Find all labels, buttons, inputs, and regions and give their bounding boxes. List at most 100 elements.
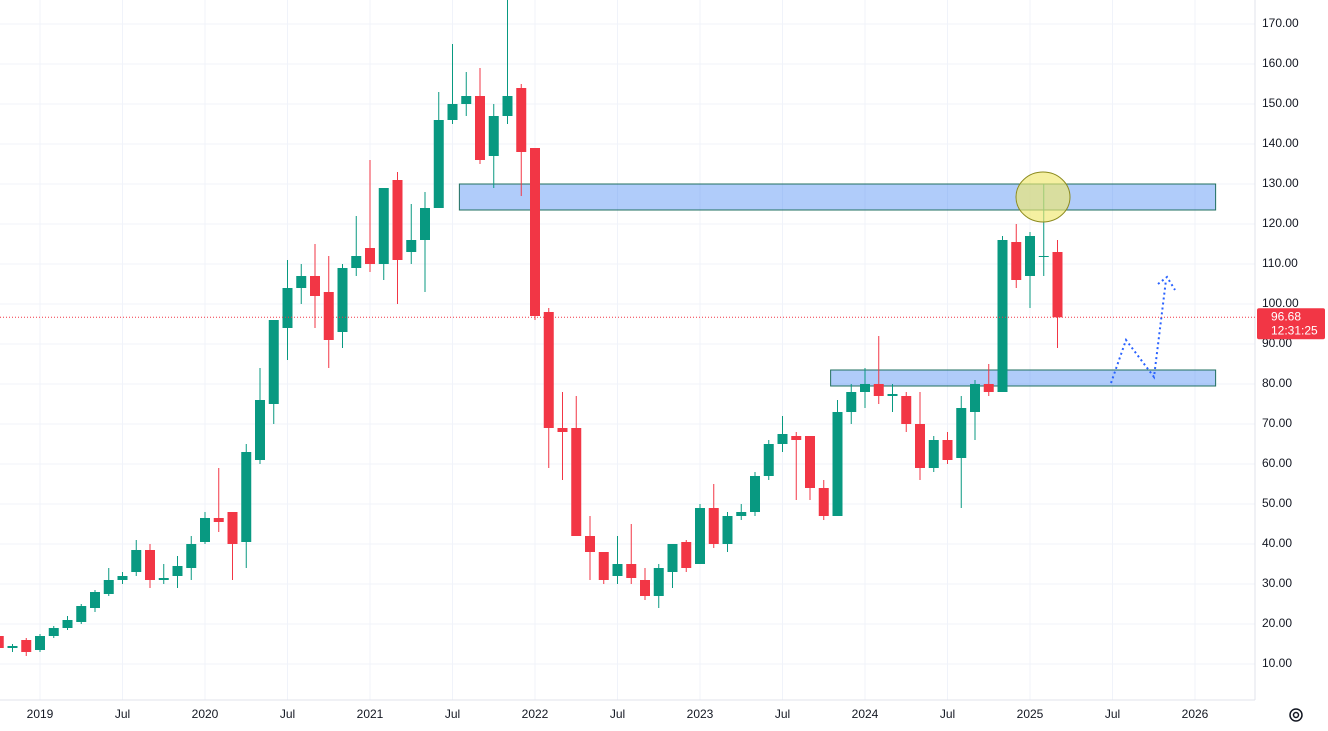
y-tick-label: 50.00: [1262, 496, 1292, 510]
candle-body: [1025, 236, 1035, 276]
candle-body: [268, 320, 279, 404]
x-tick-label: 2026: [1182, 707, 1209, 721]
candle-body: [227, 512, 238, 544]
candle-body: [447, 104, 458, 120]
last-price-label: 96.68: [1271, 309, 1301, 323]
y-tick-label: 80.00: [1262, 376, 1292, 390]
candle-body: [186, 544, 197, 568]
candle-body: [158, 578, 169, 580]
candle-body: [818, 488, 829, 516]
highlight-ellipse: [1015, 171, 1071, 223]
candle-body: [406, 240, 417, 252]
candle-body: [145, 550, 155, 580]
candle-body: [241, 452, 252, 542]
candle-body: [708, 508, 719, 544]
candle-body: [956, 408, 967, 458]
candle-body: [433, 120, 444, 208]
candle-body: [117, 576, 128, 580]
candle-body: [488, 116, 499, 156]
x-tick-label: 2024: [852, 707, 879, 721]
candle-body: [62, 620, 73, 628]
y-tick-label: 30.00: [1262, 576, 1292, 590]
x-tick-label: Jul: [445, 707, 460, 721]
candle-body: [640, 580, 650, 596]
candle-body: [942, 440, 953, 460]
x-tick-label: 2023: [687, 707, 714, 721]
candle-body: [296, 276, 307, 288]
y-tick-label: 100.00: [1262, 296, 1299, 310]
candle-body: [612, 564, 623, 576]
candle-body: [90, 592, 100, 608]
y-tick-label: 60.00: [1262, 456, 1292, 470]
candle-body: [653, 568, 664, 596]
candle-body: [997, 240, 1008, 392]
candle-body: [172, 566, 183, 576]
candle-body: [255, 400, 265, 460]
candle-body: [557, 428, 568, 432]
candle-body: [323, 292, 334, 340]
x-tick-label: 2025: [1017, 707, 1044, 721]
candles: [0, 0, 1063, 656]
candle-body: [7, 646, 18, 648]
candle-body: [131, 550, 142, 572]
candle-body: [378, 188, 389, 264]
candle-body: [722, 516, 733, 544]
candle-body: [420, 208, 430, 240]
candle-body: [736, 512, 747, 516]
axes: 10.00 20.00 30.00 40.00 50.00 60.00 70.00 80.00…: [0, 16, 1325, 721]
x-tick-label: Jul: [610, 707, 625, 721]
candle-body: [571, 428, 582, 536]
candle-body: [667, 544, 678, 572]
y-tick-label: 20.00: [1262, 616, 1292, 630]
candle-body: [598, 552, 609, 580]
zones: [458, 183, 1217, 387]
candle-body: [832, 412, 843, 516]
candle-body: [543, 312, 554, 428]
candle-body: [983, 384, 994, 392]
candle-body: [1038, 256, 1049, 257]
candle-body: [585, 536, 595, 552]
candle-body: [310, 276, 320, 296]
candle-body: [365, 248, 375, 264]
countdown-label: 12:31:25: [1271, 323, 1318, 337]
candle-body: [282, 288, 293, 328]
y-tick-label: 70.00: [1262, 416, 1292, 430]
candle-body: [392, 180, 403, 260]
settings-icon[interactable]: [1289, 708, 1303, 722]
grid: [0, 0, 1255, 700]
y-tick-label: 90.00: [1262, 336, 1292, 350]
y-tick-label: 140.00: [1262, 136, 1299, 150]
candle-body: [530, 148, 540, 316]
candle-body: [805, 436, 815, 488]
candle-body: [337, 268, 348, 332]
y-tick-label: 110.00: [1262, 256, 1298, 270]
candle-body: [860, 384, 870, 392]
x-tick-label: 2021: [357, 707, 384, 721]
x-tick-label: 2019: [27, 707, 54, 721]
x-tick-label: Jul: [775, 707, 790, 721]
candle-body: [777, 434, 788, 444]
candle-body: [0, 636, 4, 648]
zone: [830, 369, 1217, 387]
candle-body: [200, 518, 210, 542]
candle-body: [35, 636, 45, 650]
y-tick-label: 120.00: [1262, 216, 1299, 230]
candle-body: [750, 476, 760, 512]
x-tick-label: Jul: [1105, 707, 1120, 721]
projection-path: [1110, 279, 1167, 384]
candle-body: [915, 424, 925, 468]
y-tick-label: 150.00: [1262, 96, 1299, 110]
candle-body: [887, 394, 898, 396]
candle-body: [763, 444, 774, 476]
candle-body: [873, 384, 884, 396]
candle-body: [21, 640, 32, 652]
candle-body: [791, 436, 802, 440]
candle-body: [1011, 242, 1022, 280]
last-price-box: [1257, 308, 1325, 340]
y-tick-label: 40.00: [1262, 536, 1292, 550]
x-tick-label: Jul: [115, 707, 130, 721]
candle-body: [103, 580, 114, 594]
x-tick-label: 2022: [522, 707, 549, 721]
candle-body: [48, 628, 59, 636]
